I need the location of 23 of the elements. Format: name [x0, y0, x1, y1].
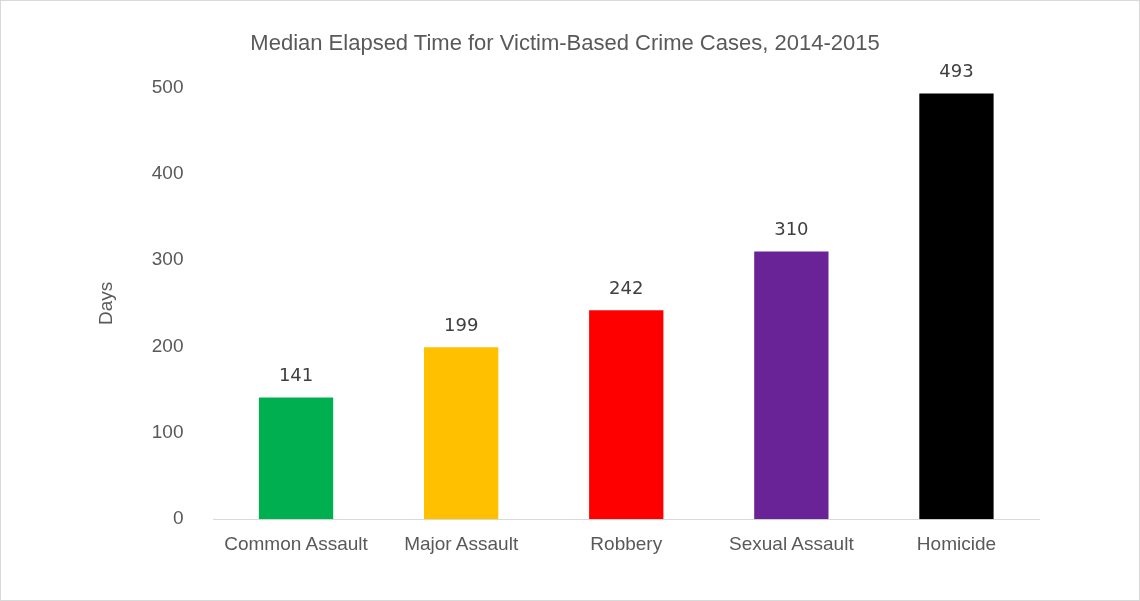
data-label: 310 [774, 218, 809, 240]
data-label: 242 [609, 276, 644, 298]
chart-title: Median Elapsed Time for Victim-Based Crime Cases, 2014-2015 [250, 30, 880, 56]
y-tick-label: 200 [151, 334, 184, 356]
bar [919, 93, 994, 520]
y-tick-label: 0 [172, 507, 184, 529]
x-tick-label: Robbery [590, 532, 663, 554]
bar [589, 310, 664, 520]
bar [424, 347, 499, 520]
x-tick-label: Major Assault [404, 532, 519, 554]
y-tick-label: 400 [151, 161, 184, 183]
data-label: 199 [443, 314, 479, 336]
bar [754, 251, 829, 520]
y-axis-title: Days [94, 281, 116, 325]
x-tick-label: Sexual Assault [729, 532, 855, 554]
x-tick-label: Homicide [916, 532, 997, 554]
data-label: 493 [939, 60, 974, 82]
y-tick-label: 100 [151, 421, 184, 443]
bar [258, 397, 334, 520]
data-label: 141 [278, 364, 314, 386]
y-tick-label: 300 [151, 248, 184, 270]
x-tick-label: Common Assault [224, 532, 369, 554]
y-tick-label: 500 [151, 75, 184, 97]
